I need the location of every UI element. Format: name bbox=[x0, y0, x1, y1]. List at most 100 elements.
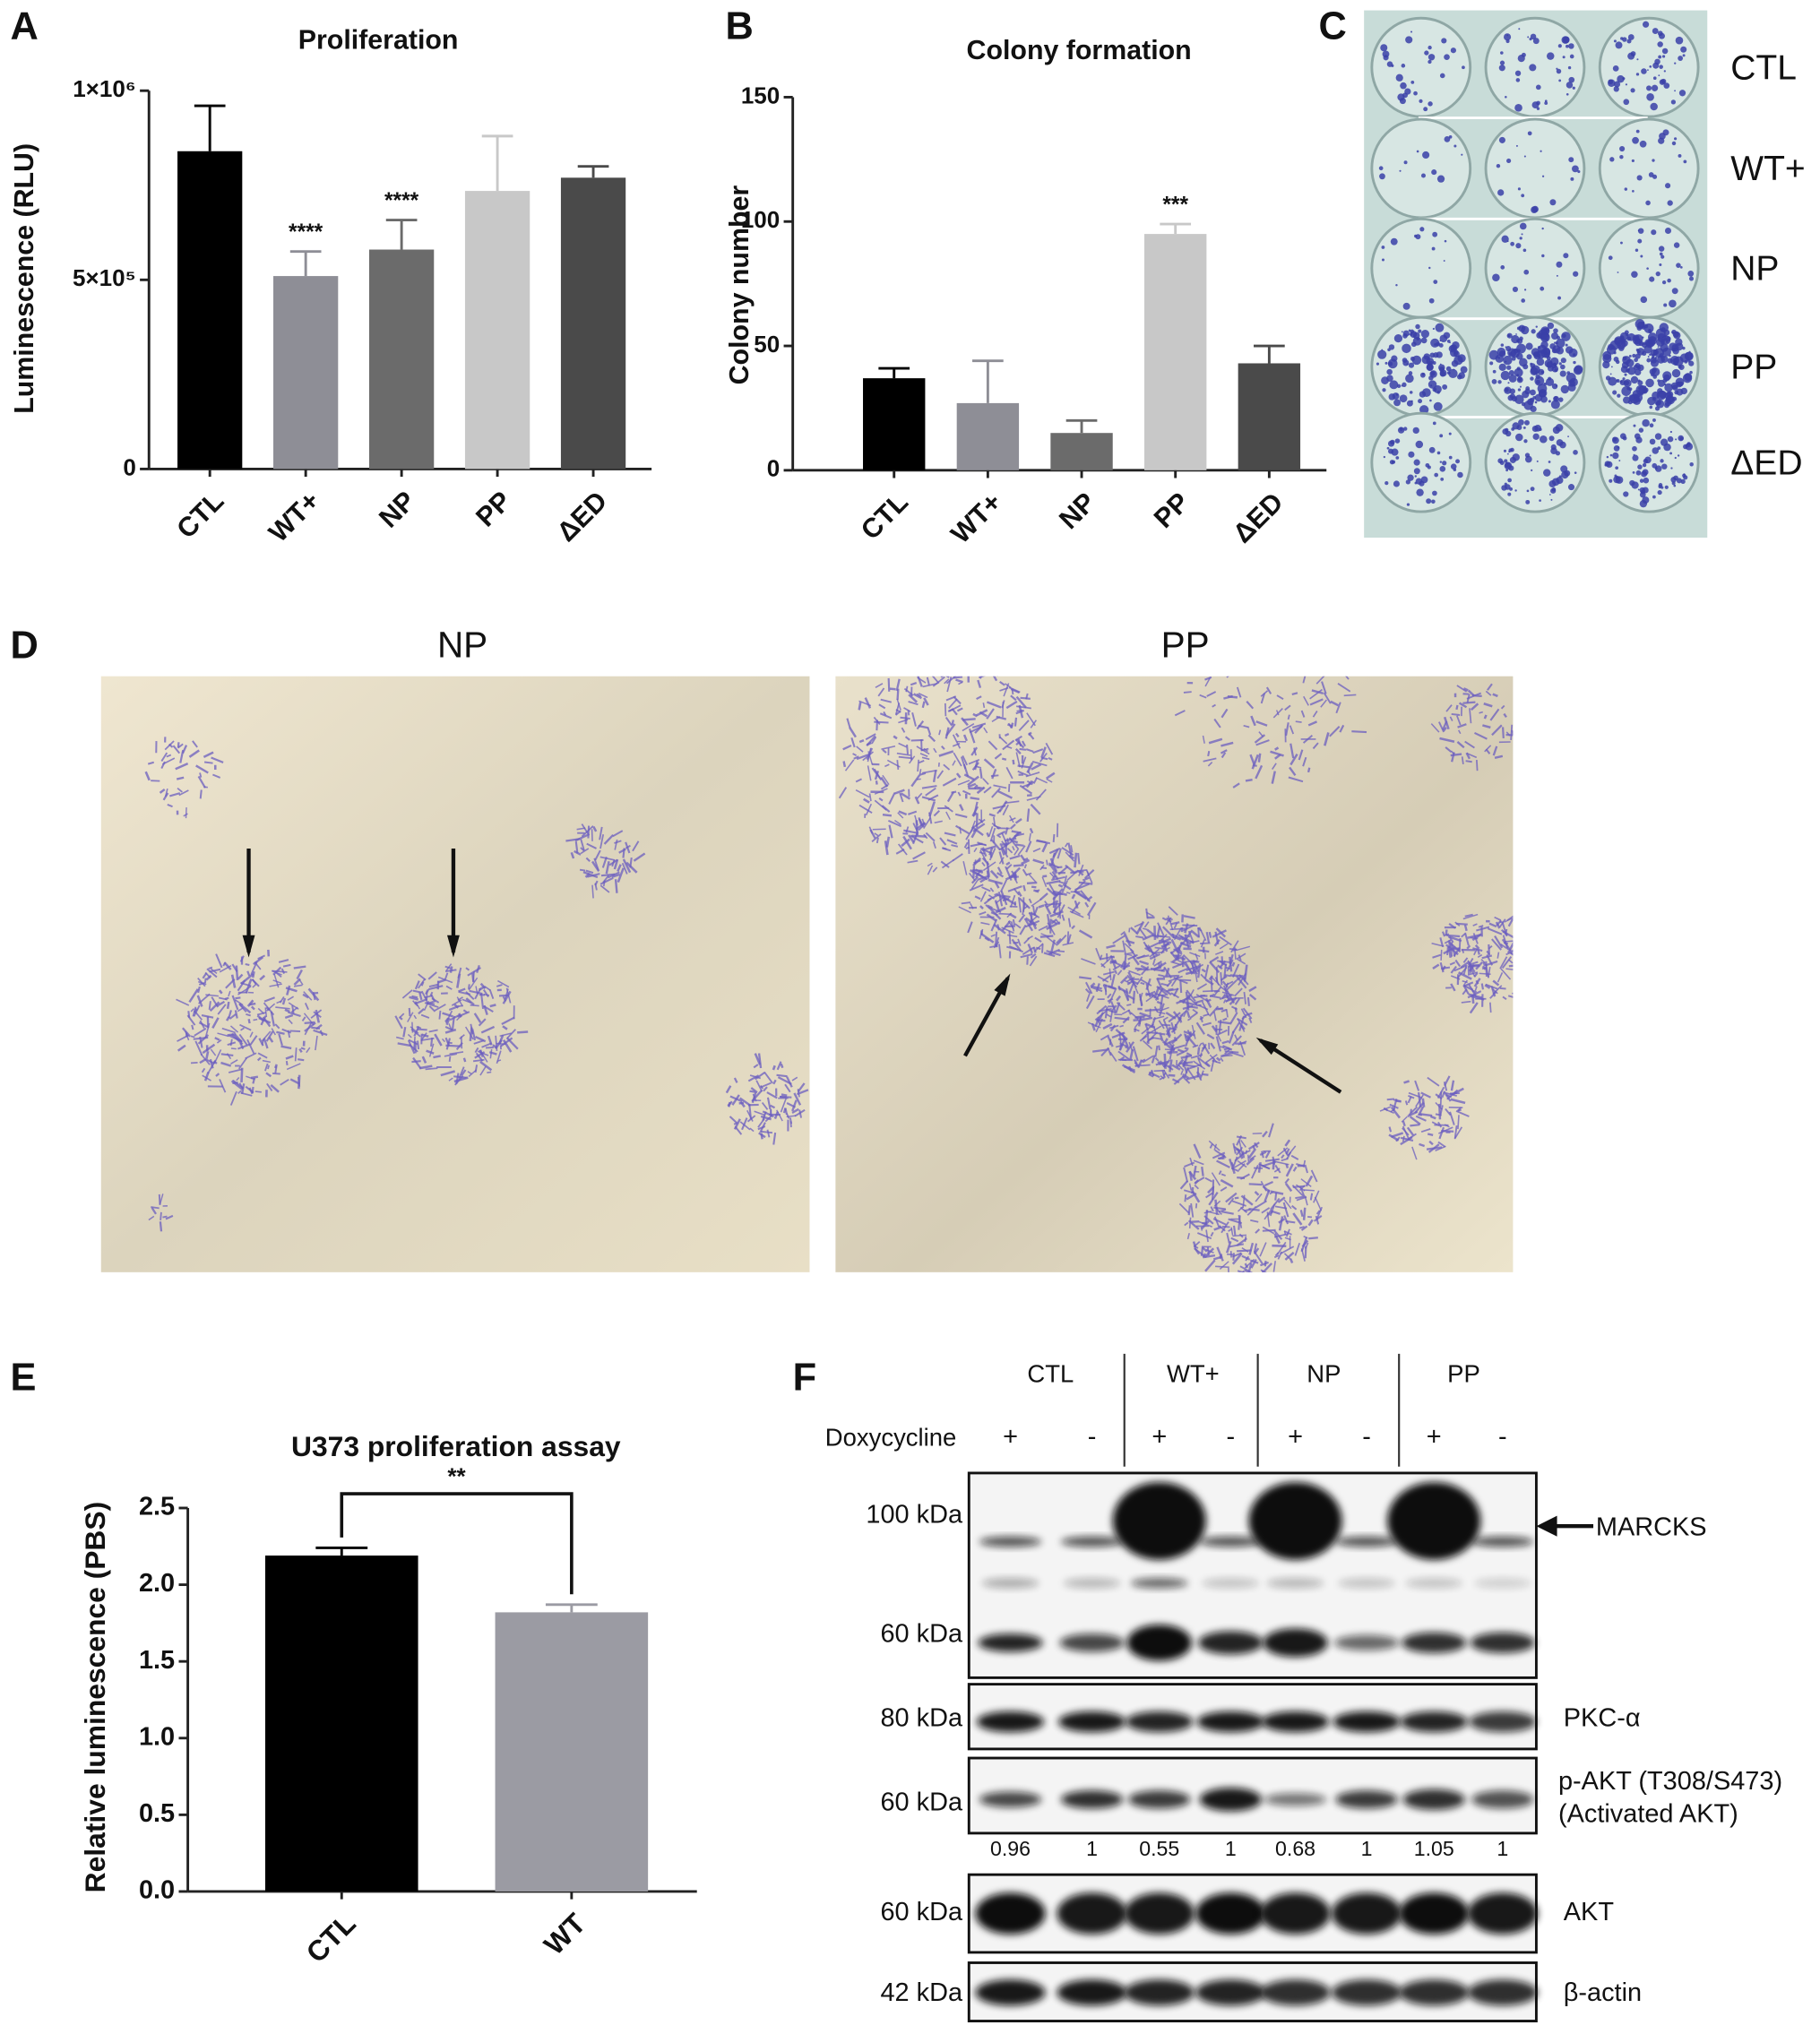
cell bbox=[925, 832, 936, 842]
cell bbox=[1086, 901, 1097, 917]
cell bbox=[1178, 1202, 1190, 1214]
cell bbox=[989, 887, 995, 892]
cell bbox=[1210, 1206, 1214, 1212]
cell bbox=[898, 755, 913, 760]
cell bbox=[1022, 902, 1026, 916]
protein-label: p-AKT (T308/S473) bbox=[1558, 1767, 1782, 1796]
cell bbox=[1028, 898, 1032, 904]
bar bbox=[464, 191, 530, 470]
colony bbox=[1516, 352, 1523, 360]
colony bbox=[1652, 174, 1658, 179]
blot-band bbox=[1470, 1632, 1535, 1653]
blot-band bbox=[1058, 1711, 1126, 1733]
cell bbox=[763, 1071, 773, 1084]
colony bbox=[1460, 366, 1468, 374]
cell bbox=[1389, 1103, 1399, 1109]
cell bbox=[470, 1004, 479, 1007]
colony bbox=[1635, 353, 1641, 359]
cell bbox=[1154, 992, 1163, 996]
colony bbox=[1663, 338, 1668, 341]
cell bbox=[1128, 927, 1131, 933]
cell bbox=[1000, 848, 1005, 856]
cell bbox=[298, 978, 304, 986]
cell bbox=[621, 862, 628, 875]
cell bbox=[1061, 880, 1068, 893]
cell bbox=[1194, 999, 1204, 1004]
cell bbox=[1249, 754, 1255, 765]
cell bbox=[921, 756, 930, 761]
blot-band bbox=[1335, 1536, 1398, 1547]
cell bbox=[1007, 885, 1022, 892]
cell bbox=[1449, 716, 1453, 721]
cell bbox=[193, 1004, 201, 1017]
cell bbox=[1457, 723, 1467, 728]
cell bbox=[905, 826, 910, 833]
colony bbox=[1406, 503, 1410, 506]
cell bbox=[1158, 937, 1172, 945]
cell bbox=[905, 685, 909, 693]
cell bbox=[1186, 994, 1192, 1001]
colony bbox=[1640, 392, 1643, 396]
cell bbox=[897, 812, 904, 819]
cell bbox=[1519, 965, 1524, 966]
cell bbox=[448, 1056, 452, 1062]
cell bbox=[977, 679, 982, 688]
cell bbox=[1006, 746, 1013, 749]
cell bbox=[921, 796, 936, 802]
cell bbox=[199, 772, 203, 778]
cell bbox=[284, 1013, 294, 1019]
blot-band bbox=[1400, 1711, 1468, 1733]
cell bbox=[1108, 1024, 1119, 1030]
cell bbox=[978, 875, 991, 881]
cell bbox=[1017, 891, 1022, 897]
colony bbox=[1450, 47, 1456, 54]
cell bbox=[599, 856, 616, 861]
cell bbox=[1276, 1241, 1287, 1255]
cell bbox=[1201, 1042, 1211, 1055]
colony bbox=[1654, 357, 1658, 359]
cell bbox=[1154, 1056, 1160, 1062]
cell bbox=[1213, 987, 1222, 996]
colony bbox=[1439, 461, 1443, 463]
cell bbox=[932, 866, 938, 873]
cell bbox=[1302, 756, 1307, 767]
cell bbox=[196, 995, 203, 1007]
cell bbox=[1226, 959, 1234, 972]
cell bbox=[1094, 1016, 1100, 1028]
cell bbox=[1143, 921, 1150, 928]
colony bbox=[1609, 373, 1612, 375]
colony bbox=[1523, 439, 1528, 444]
cell bbox=[1233, 1159, 1246, 1168]
cell bbox=[1002, 897, 1010, 901]
cell bbox=[151, 1206, 160, 1210]
cell bbox=[1289, 766, 1297, 776]
cell bbox=[1464, 913, 1473, 918]
cell bbox=[1152, 1037, 1162, 1040]
cell bbox=[1255, 1228, 1261, 1234]
cell bbox=[1207, 751, 1211, 757]
cell bbox=[418, 973, 427, 981]
cell bbox=[218, 996, 228, 1001]
cell bbox=[898, 742, 908, 748]
colony bbox=[1617, 446, 1620, 449]
cell bbox=[1488, 922, 1497, 928]
cell bbox=[962, 763, 970, 777]
colony bbox=[1669, 299, 1677, 308]
cell bbox=[937, 660, 944, 661]
cell bbox=[622, 858, 632, 874]
cell bbox=[1288, 776, 1304, 783]
colony bbox=[1415, 323, 1420, 330]
cell bbox=[1313, 1190, 1320, 1203]
cell bbox=[933, 747, 937, 754]
cell bbox=[237, 1057, 248, 1070]
bar bbox=[560, 177, 626, 470]
cell bbox=[1523, 934, 1524, 941]
cell bbox=[245, 978, 253, 994]
cell bbox=[208, 966, 213, 970]
cell bbox=[1246, 701, 1255, 710]
cell bbox=[1205, 1192, 1213, 1199]
cell bbox=[1270, 750, 1284, 757]
colony bbox=[1441, 38, 1447, 44]
cell bbox=[280, 968, 286, 974]
colony bbox=[1432, 327, 1435, 331]
